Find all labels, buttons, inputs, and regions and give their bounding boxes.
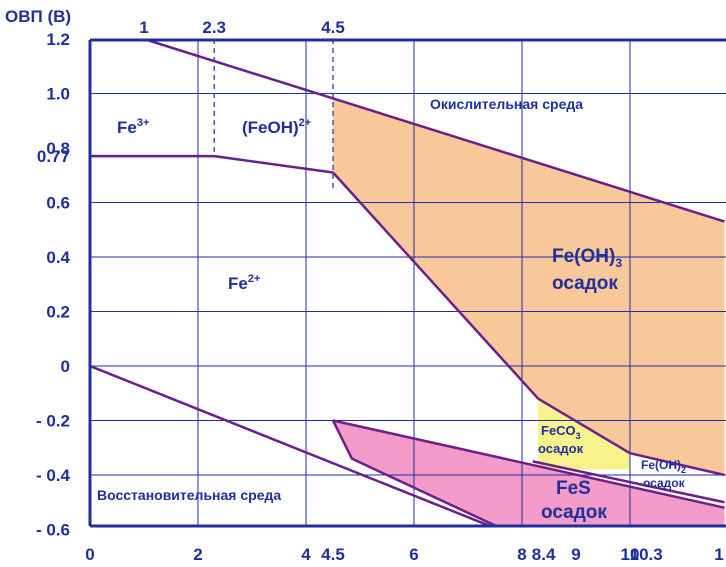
y-tick-label: 1.2 xyxy=(46,30,70,49)
y-tick-label: 0.4 xyxy=(46,248,70,267)
boundary-fe3-fe2 xyxy=(90,154,334,174)
x-tick-label: 2 xyxy=(193,545,202,564)
region-feoh3 xyxy=(333,98,725,475)
boundary-upper-water xyxy=(143,40,725,223)
fe2-label: Fe2+ xyxy=(228,273,260,293)
feoh3-precipitate-label: осадок xyxy=(552,273,618,294)
region-fes xyxy=(333,420,725,526)
feco3-index: 3 xyxy=(576,431,581,441)
feoh-charge: 2+ xyxy=(299,117,312,129)
x-tick-label: 10 xyxy=(621,545,640,564)
boundary-feoh3-fe2 xyxy=(332,171,725,477)
feoh3-base: Fe(OH) xyxy=(552,246,615,267)
feoh3-index: 3 xyxy=(615,256,622,270)
feoh2-base: Fe(OH) xyxy=(641,458,681,472)
top-tick-label: 2.3 xyxy=(202,18,226,37)
feco3-precipitate-label: осадок xyxy=(538,441,584,456)
x-tick-label: 10.3 xyxy=(630,545,663,564)
y-tick-label: 0.77 xyxy=(37,147,70,166)
feoh2-index: 2 xyxy=(681,465,686,475)
x-tick-label: 0 xyxy=(85,545,94,564)
oxidizing-medium-label: Окислительная среда xyxy=(430,96,583,112)
fe3-base: Fe xyxy=(117,118,137,137)
y-tick-label: - 0.2 xyxy=(36,412,70,431)
x-tick-label: 6 xyxy=(409,545,418,564)
reducing-medium-label: Восстановительная среда xyxy=(97,487,281,503)
x-tick-label: 9 xyxy=(571,545,580,564)
feoh-label: (FeOH)2+ xyxy=(242,117,311,137)
x-tick-label: 4 xyxy=(301,545,311,564)
y-tick-label: 0.6 xyxy=(46,194,70,213)
boundary-fes-bottom xyxy=(331,419,500,526)
feco3-base: FeCO xyxy=(541,423,576,438)
fe3-label: Fe3+ xyxy=(117,117,149,137)
fe3-charge: 3+ xyxy=(137,117,150,129)
region-feco3 xyxy=(538,398,630,470)
fes-precipitate-label: осадок xyxy=(541,502,607,523)
x-tick-label: 4.5 xyxy=(321,545,345,564)
feco3-label: FeCO3 xyxy=(541,423,581,441)
boundary-fes-top xyxy=(332,419,725,509)
y-tick-label: 0.8 xyxy=(46,139,70,158)
top-tick-label: 4.5 xyxy=(321,18,345,37)
fes-label: FeS xyxy=(556,478,591,499)
boundary-lower-water xyxy=(90,364,494,526)
feoh2-precipitate-label: осадок xyxy=(643,476,686,490)
y-tick-label: 0.2 xyxy=(46,303,70,322)
y-tick-label: - 0.4 xyxy=(36,466,71,485)
fe2-charge: 2+ xyxy=(248,273,261,285)
x-tick-label: 1 xyxy=(714,545,723,564)
fe2-base: Fe xyxy=(228,274,248,293)
y-tick-label: 1.0 xyxy=(46,85,70,104)
y-axis-title: ОВП (В) xyxy=(5,7,71,26)
boundary-fe2-split xyxy=(532,460,725,504)
top-tick-label: 1 xyxy=(139,18,148,37)
y-tick-label: 0 xyxy=(61,357,70,376)
x-tick-label: 8.4 xyxy=(532,545,556,564)
y-tick-label: - 0.6 xyxy=(36,521,70,540)
feoh3-label: Fe(OH)3 xyxy=(552,246,622,270)
feoh-base: (FeOH) xyxy=(242,118,299,137)
feoh2-label: Fe(OH)2 xyxy=(641,458,686,475)
x-tick-label: 8 xyxy=(517,545,526,564)
